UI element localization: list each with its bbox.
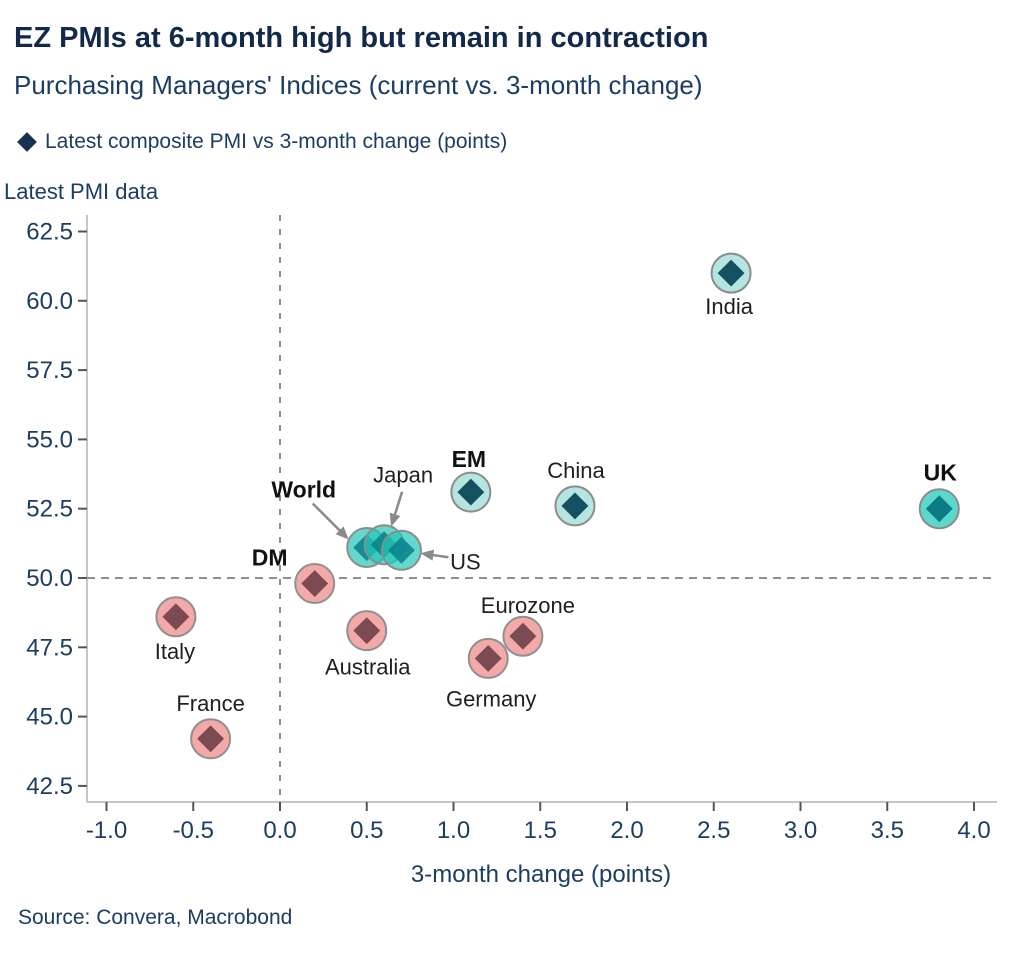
annotation-arrowhead [389, 512, 401, 527]
y-tick-label: 45.0 [26, 704, 73, 731]
marker-diamond [509, 622, 537, 650]
point-label-us: US [450, 549, 481, 574]
point-us [380, 529, 422, 571]
x-axis-title: 3-month change (points) [410, 861, 672, 888]
point-label-china: China [547, 458, 605, 483]
chart-subtitle: Purchasing Managers' Indices (current vs… [14, 70, 703, 100]
point-label-world: World [271, 477, 336, 503]
point-italy [155, 596, 197, 638]
x-tick-label: 1.5 [524, 817, 557, 844]
point-china [554, 485, 596, 527]
annotation-arrow-line [430, 553, 449, 559]
point-label-germany: Germany [446, 686, 536, 711]
point-australia [346, 610, 388, 652]
x-tick-label: 3.0 [784, 817, 817, 844]
point-label-eurozone: Eurozone [481, 593, 575, 618]
x-tick-label: 0.0 [263, 817, 296, 844]
point-germany [467, 637, 509, 679]
legend-label: Latest composite PMI vs 3-month change (… [45, 130, 508, 153]
x-tick-label: 2.0 [610, 817, 643, 844]
point-label-japan: Japan [373, 463, 433, 488]
source-note: Source: Convera, Macrobond [18, 906, 293, 929]
x-tick-label: -1.0 [86, 817, 127, 844]
y-axis-title: Latest PMI data [4, 179, 159, 204]
x-tick-label: -0.5 [173, 817, 214, 844]
y-tick-label: 62.5 [26, 219, 73, 246]
point-uk [918, 488, 960, 530]
annotation-arrow-line [392, 491, 404, 518]
point-india [710, 252, 752, 294]
annotation-arrow-line [311, 502, 343, 534]
x-tick-label: 3.5 [871, 817, 904, 844]
x-tick-label: 1.0 [437, 817, 470, 844]
y-tick-label: 55.0 [26, 426, 73, 453]
point-label-india: India [705, 294, 753, 319]
chart-title: EZ PMIs at 6-month high but remain in co… [14, 22, 709, 54]
x-tick-label: 2.5 [697, 817, 730, 844]
x-tick-label: 0.5 [350, 817, 383, 844]
point-label-uk: UK [924, 460, 958, 486]
point-em [450, 471, 492, 513]
point-label-em: EM [452, 446, 487, 472]
point-label-australia: Australia [325, 655, 411, 680]
y-tick-label: 52.5 [26, 496, 73, 523]
y-tick-label: 60.0 [26, 288, 73, 315]
x-tick-label: 4.0 [957, 817, 990, 844]
y-tick-label: 57.5 [26, 357, 73, 384]
point-france [190, 718, 232, 760]
y-tick-label: 47.5 [26, 634, 73, 661]
legend: Latest composite PMI vs 3-month change (… [17, 130, 507, 154]
annotation-arrowhead [420, 549, 435, 561]
point-dm [294, 563, 336, 605]
y-tick-label: 42.5 [26, 773, 73, 800]
point-eurozone [502, 615, 544, 657]
y-tick-label: 50.0 [26, 565, 73, 592]
point-label-italy: Italy [155, 639, 195, 664]
point-label-france: France [176, 691, 244, 716]
point-label-dm: DM [252, 545, 288, 571]
annotation-arrowhead [335, 526, 349, 540]
